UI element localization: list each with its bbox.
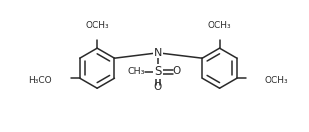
Text: CH₃: CH₃ xyxy=(128,67,145,76)
Text: O: O xyxy=(154,82,162,92)
Text: OCH₃: OCH₃ xyxy=(264,76,288,85)
Text: N: N xyxy=(154,48,162,58)
Text: OCH₃: OCH₃ xyxy=(85,21,109,30)
Text: OCH₃: OCH₃ xyxy=(208,21,231,30)
Text: H₃CO: H₃CO xyxy=(28,76,52,85)
Text: S: S xyxy=(154,65,162,78)
Text: O: O xyxy=(172,66,180,76)
